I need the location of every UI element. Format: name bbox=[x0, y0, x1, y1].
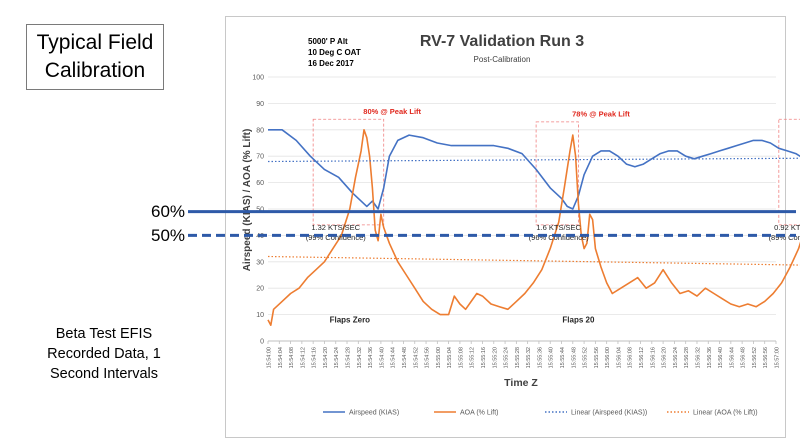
flaps-label-1: Flaps Zero bbox=[330, 316, 371, 325]
y-tick-label-70: 70 bbox=[256, 154, 264, 161]
flaps-label-2: Flaps 20 bbox=[562, 316, 595, 325]
x-tick-label-6: 15:54:24 bbox=[334, 347, 340, 368]
x-tick-label-24: 15:55:36 bbox=[537, 347, 543, 368]
peak-window-box-3 bbox=[778, 118, 800, 226]
x-tick-label-18: 15:55:12 bbox=[470, 347, 476, 368]
condition-oat: 10 Deg C OAT bbox=[308, 48, 361, 57]
x-tick-label-26: 15:55:44 bbox=[560, 347, 566, 368]
x-tick-label-15: 15:55:00 bbox=[436, 347, 442, 368]
legend-label-airspeed-kias: Airspeed (KIAS) bbox=[349, 410, 399, 417]
x-tick-label-3: 15:54:12 bbox=[300, 347, 306, 368]
x-tick-label-40: 15:56:40 bbox=[718, 347, 724, 368]
chart-title: RV-7 Validation Run 3 bbox=[420, 33, 584, 50]
slide-title-box: Typical Field Calibration bbox=[26, 24, 164, 90]
x-tick-label-34: 15:56:16 bbox=[650, 347, 656, 368]
x-tick-label-43: 15:56:52 bbox=[752, 347, 758, 368]
sixty-percent-label: 60% bbox=[151, 202, 186, 221]
x-tick-label-23: 15:55:32 bbox=[526, 347, 532, 368]
x-tick-label-5: 15:54:20 bbox=[323, 347, 329, 368]
y-tick-label-0: 0 bbox=[260, 339, 264, 346]
x-tick-label-28: 15:55:52 bbox=[583, 347, 589, 368]
x-tick-label-10: 15:54:40 bbox=[379, 347, 385, 368]
x-tick-label-33: 15:56:12 bbox=[639, 347, 645, 368]
x-axis-title: Time Z bbox=[504, 377, 538, 389]
x-tick-label-8: 15:54:32 bbox=[357, 347, 363, 368]
x-tick-label-16: 15:55:04 bbox=[447, 347, 453, 368]
x-tick-label-1: 15:54:04 bbox=[278, 347, 284, 368]
y-tick-label-20: 20 bbox=[256, 286, 264, 293]
y-tick-label-80: 80 bbox=[256, 127, 264, 134]
x-tick-label-20: 15:55:20 bbox=[492, 347, 498, 368]
x-tick-label-35: 15:56:20 bbox=[662, 347, 668, 368]
peak-lift-label-1: 80% @ Peak Lift bbox=[363, 107, 421, 116]
condition-altitude: 5000' P Alt bbox=[308, 37, 348, 46]
x-tick-label-25: 15:55:40 bbox=[549, 347, 555, 368]
chart-subtitle: Post-Calibration bbox=[474, 55, 531, 64]
series-line-linear-aoa-lift bbox=[267, 255, 800, 266]
y-tick-label-50: 50 bbox=[256, 207, 264, 214]
x-tick-label-41: 15:56:44 bbox=[729, 347, 735, 368]
y-tick-label-30: 30 bbox=[256, 259, 264, 266]
x-tick-label-42: 15:56:48 bbox=[741, 347, 747, 368]
peak-window-box-1 bbox=[312, 118, 385, 226]
x-tick-label-30: 15:56:00 bbox=[605, 347, 611, 368]
x-tick-label-22: 15:55:28 bbox=[515, 347, 521, 368]
x-tick-label-14: 15:54:56 bbox=[425, 347, 431, 368]
legend-label-aoa-lift: AOA (% Lift) bbox=[460, 410, 499, 417]
side-note: Beta Test EFIS Recorded Data, 1 Second I… bbox=[47, 326, 161, 382]
y-axis-title: Airspeed (KIAS) / AOA (% Lift) bbox=[242, 129, 253, 272]
series-line-aoa-lift bbox=[267, 129, 800, 326]
x-tick-label-39: 15:56:36 bbox=[707, 347, 713, 368]
x-tick-label-45: 15:57:00 bbox=[775, 347, 781, 368]
confidence-label-3: (89% Confidence) bbox=[769, 233, 800, 242]
y-tick-label-60: 60 bbox=[256, 180, 264, 187]
series-line-airspeed-kias bbox=[268, 129, 800, 210]
x-tick-label-29: 15:55:56 bbox=[594, 347, 600, 368]
x-tick-label-44: 15:56:56 bbox=[763, 347, 769, 368]
x-tick-label-21: 15:55:24 bbox=[504, 347, 510, 368]
x-tick-label-2: 15:54:08 bbox=[289, 347, 295, 368]
y-tick-label-100: 100 bbox=[252, 75, 264, 82]
fifty-percent-label: 50% bbox=[151, 226, 186, 245]
slide-title: Typical Field Calibration bbox=[36, 31, 154, 82]
x-tick-label-11: 15:54:44 bbox=[391, 347, 397, 368]
x-tick-label-36: 15:56:24 bbox=[673, 347, 679, 368]
x-tick-label-13: 15:54:52 bbox=[413, 347, 419, 368]
x-tick-label-38: 15:56:32 bbox=[695, 347, 701, 368]
confidence-label-2: (96% Confidence) bbox=[529, 233, 590, 242]
x-tick-label-32: 15:56:08 bbox=[628, 347, 634, 368]
x-tick-label-0: 15:54:00 bbox=[267, 347, 273, 368]
x-tick-label-19: 15:55:16 bbox=[481, 347, 487, 368]
confidence-label-1: (99% Confidence) bbox=[306, 233, 367, 242]
y-tick-label-90: 90 bbox=[256, 101, 264, 108]
peak-lift-label-2: 78% @ Peak Lift bbox=[572, 110, 630, 119]
chart-frame bbox=[225, 16, 786, 438]
rate-label-1: 1.32 KTS/SEC bbox=[311, 223, 360, 232]
x-tick-label-12: 15:54:48 bbox=[402, 347, 408, 368]
x-tick-label-7: 15:54:28 bbox=[346, 347, 352, 368]
legend-label-linear-aoa-lift: Linear (AOA (% Lift)) bbox=[693, 410, 758, 417]
y-tick-label-10: 10 bbox=[256, 312, 264, 319]
x-tick-label-17: 15:55:08 bbox=[458, 347, 464, 368]
rate-label-3: 0.92 KTS/SEC bbox=[774, 223, 800, 232]
legend-label-linear-airspeed-kias: Linear (Airspeed (KIAS)) bbox=[571, 410, 647, 417]
x-tick-label-31: 15:56:04 bbox=[616, 347, 622, 368]
x-tick-label-9: 15:54:36 bbox=[368, 347, 374, 368]
x-tick-label-27: 15:55:48 bbox=[571, 347, 577, 368]
x-tick-label-37: 15:56:28 bbox=[684, 347, 690, 368]
x-tick-label-4: 15:54:16 bbox=[312, 347, 318, 368]
condition-date: 16 Dec 2017 bbox=[308, 59, 354, 68]
rate-label-2: 1.6 KTS/SEC bbox=[536, 223, 581, 232]
series-line-linear-airspeed-kias bbox=[267, 157, 800, 163]
